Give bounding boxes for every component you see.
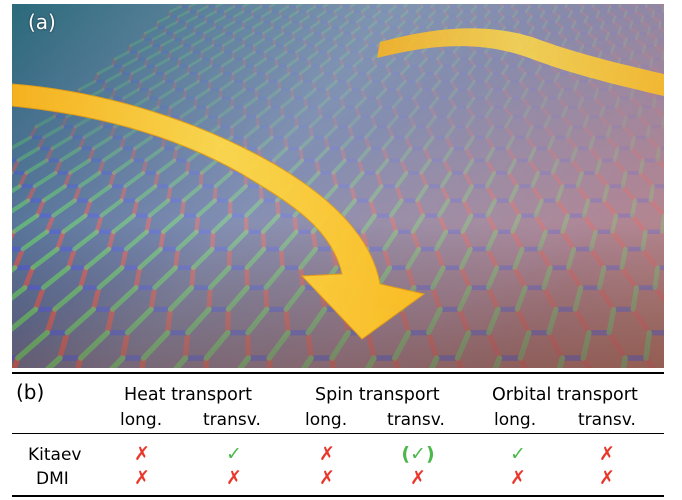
row-label-dmi: DMI: [36, 469, 69, 489]
dmi-spin-transv-cross: ✗: [410, 467, 426, 489]
kitaev-heat-long-cross: ✗: [134, 443, 150, 465]
subheader-orbital-long: long.: [494, 410, 537, 430]
upper-transport-arrow: [377, 28, 664, 96]
panel-a-label: (a): [28, 10, 56, 34]
kitaev-orbital-long-check: ✓: [510, 443, 526, 465]
subheader-heat-long: long.: [120, 410, 163, 430]
dmi-spin-long-cross: ✗: [319, 467, 335, 489]
lower-transport-arrow: [12, 83, 426, 340]
kitaev-spin-long-cross: ✗: [319, 443, 335, 465]
kitaev-heat-transv-check: ✓: [226, 443, 242, 465]
subheader-spin-long: long.: [305, 410, 348, 430]
honeycomb-lattice-illustration: (a): [12, 4, 664, 368]
subheader-heat-transv: transv.: [203, 410, 261, 430]
row-label-kitaev: Kitaev: [28, 445, 82, 465]
header-spin-transport: Spin transport: [315, 385, 440, 405]
dmi-heat-transv-cross: ✗: [226, 467, 242, 489]
table-bottom-rule: [12, 495, 664, 497]
panel-b-label: (b): [16, 380, 45, 404]
lattice-svg: [12, 4, 664, 368]
header-heat-transport: Heat transport: [124, 385, 252, 405]
table-top-rule: [12, 372, 664, 374]
dmi-heat-long-cross: ✗: [134, 467, 150, 489]
table-mid-rule: [12, 433, 664, 434]
subheader-spin-transv: transv.: [387, 410, 445, 430]
header-orbital-transport: Orbital transport: [492, 385, 638, 405]
kitaev-spin-transv-check: (✓): [401, 443, 435, 465]
dmi-orbital-long-cross: ✗: [510, 467, 526, 489]
subheader-orbital-transv: transv.: [578, 410, 636, 430]
dmi-orbital-transv-cross: ✗: [599, 467, 615, 489]
kitaev-orbital-transv-cross: ✗: [599, 443, 615, 465]
